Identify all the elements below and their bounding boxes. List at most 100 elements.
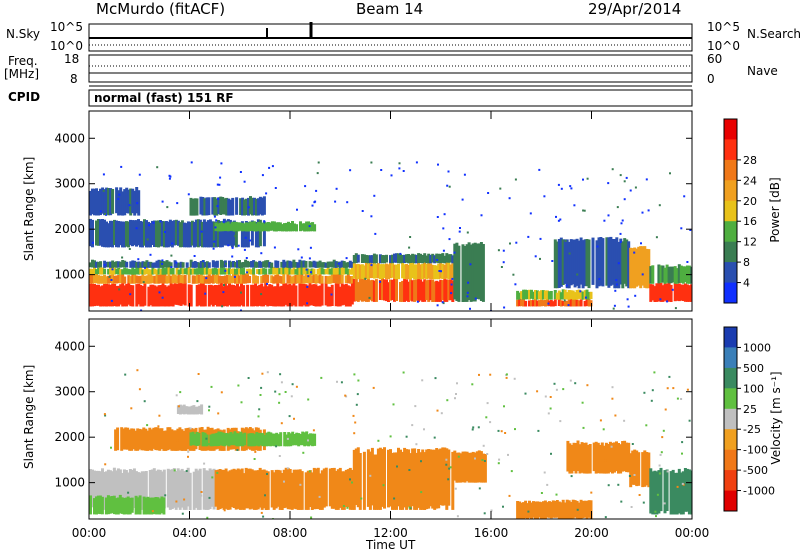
velocity-cell [203, 432, 207, 447]
velocity-speckle [666, 470, 669, 473]
power-cell [209, 284, 213, 305]
power-cell [284, 283, 288, 305]
velocity-cbar-swatch [724, 408, 737, 430]
velocity-cell [152, 497, 156, 514]
power-cell [336, 273, 340, 284]
power-cell [147, 221, 150, 248]
velocity-cell [314, 468, 318, 510]
velocity-speckle [208, 405, 211, 408]
velocity-cell [568, 443, 572, 474]
power-speckle [502, 249, 505, 252]
velocity-speckle [173, 469, 176, 472]
power-speckle [539, 237, 542, 240]
velocity-cell [158, 498, 162, 515]
power-cell [171, 284, 175, 307]
power-cell [635, 248, 639, 287]
power-speckle [137, 258, 140, 261]
power-cell [167, 274, 171, 284]
velocity-cell [142, 427, 146, 451]
velocity-cell [176, 468, 180, 508]
power-cell [657, 264, 661, 284]
power-cell [201, 283, 205, 307]
power-speckle [311, 204, 314, 207]
velocity-speckle [259, 394, 262, 396]
power-cell [296, 267, 300, 275]
power-cell [141, 274, 145, 284]
power-cell [328, 261, 332, 268]
power-cell [121, 260, 125, 268]
power-cell [145, 220, 148, 248]
power-speckle [596, 245, 599, 248]
velocity-speckle [278, 401, 281, 404]
power-cell [419, 264, 423, 280]
power-cell [205, 275, 209, 284]
power-cell [149, 269, 153, 275]
power-cell [230, 275, 233, 284]
velocity-speckle [353, 373, 356, 376]
power-cell [555, 241, 559, 289]
power-cell [669, 266, 673, 284]
power-speckle [168, 177, 171, 180]
power-cell [181, 262, 185, 268]
velocity-cell [348, 467, 352, 510]
nave-label: Nave [747, 64, 778, 78]
power-cell [677, 283, 681, 302]
power-cell [587, 239, 591, 289]
power-cell [270, 262, 274, 268]
velocity-speckle [352, 414, 355, 417]
power-cell [244, 259, 248, 268]
velocity-cell [170, 469, 174, 510]
power-cell [97, 284, 101, 306]
velocity-speckle [658, 472, 661, 475]
velocity-cell [354, 448, 358, 505]
power-speckle [469, 307, 471, 310]
power-speckle [170, 266, 173, 269]
power-cell [657, 283, 661, 302]
velocity-cell [443, 447, 447, 506]
power-cell [109, 220, 112, 248]
velocity-cell [242, 473, 246, 510]
power-cell [370, 263, 374, 278]
power-speckle [374, 232, 377, 235]
velocity-speckle [353, 432, 356, 435]
velocity-speckle [536, 390, 539, 393]
power-cell [308, 282, 312, 306]
power-cell [246, 273, 250, 284]
power-cell [258, 219, 262, 247]
velocity-cell [532, 501, 535, 518]
power-cell [302, 275, 306, 284]
power-cell [641, 246, 645, 286]
power-cell [270, 221, 274, 231]
power-cell [264, 268, 268, 275]
power-cell [151, 262, 155, 268]
power-cell [451, 263, 455, 279]
power-cell [133, 220, 136, 246]
velocity-speckle [278, 455, 281, 457]
power-cell [262, 261, 266, 268]
velocity-cell [387, 449, 390, 508]
power-cell [166, 221, 170, 248]
power-speckle [509, 242, 511, 245]
power-cell [151, 220, 154, 245]
velocity-cell [308, 470, 312, 507]
power-cell [328, 287, 332, 307]
power-cell [236, 260, 239, 268]
velocity-speckle [356, 393, 359, 396]
power-cell [91, 274, 94, 284]
velocity-cell [188, 406, 192, 415]
power-cell [115, 220, 118, 248]
velocity-speckle [392, 403, 395, 406]
power-speckle [187, 193, 190, 196]
velocity-cell [296, 469, 300, 510]
velocity-cell [124, 427, 128, 450]
power-cell [135, 284, 139, 307]
power-cell [187, 273, 191, 284]
power-cell [208, 219, 212, 248]
power-cell [673, 283, 677, 302]
power-cell [199, 261, 203, 268]
power-cell [213, 261, 217, 268]
power-cell [561, 301, 565, 306]
velocity-speckle [237, 384, 240, 387]
velocity-cell [647, 452, 651, 488]
power-cell [141, 286, 145, 307]
